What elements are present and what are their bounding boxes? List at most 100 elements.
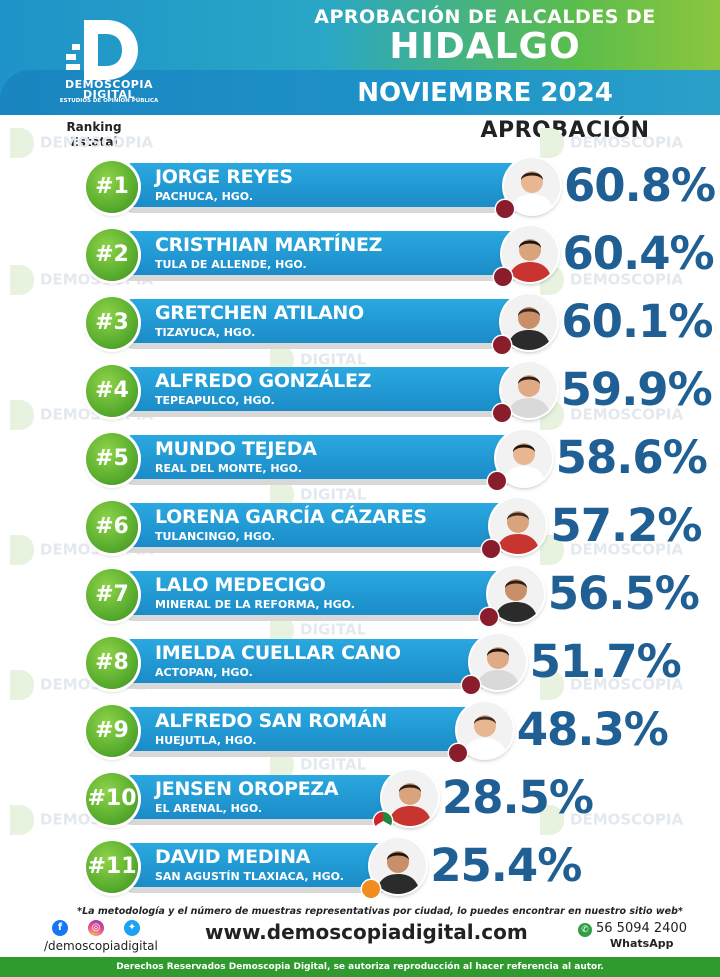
mayor-name: ALFREDO SAN ROMÁN [155,710,388,732]
ranking-row: #8 IMELDA CUELLAR CANO ACTOPAN, HGO. 51.7% [0,634,720,694]
whatsapp-label: WhatsApp [610,937,674,950]
methodology-note: *La metodología y el número de muestras … [77,906,683,917]
approval-bar [128,163,522,207]
mayor-name: LORENA GARCÍA CÁZARES [155,506,427,528]
approval-value-label: 51.7% [529,635,682,688]
bar-shadow [128,547,505,553]
rank-badge: #3 [86,297,138,349]
ranking-row: #11 DAVID MEDINA SAN AGUSTÍN TLAXIACA, HGO… [0,838,720,898]
instagram-icon[interactable]: ◎ [88,920,104,936]
approval-value-label: 60.4% [562,227,714,280]
ranking-row: #5 MUNDO TEJEDA REAL DEL MONTE, HGO. 58.6% [0,430,720,490]
approval-value-label: 25.4% [430,839,582,892]
approval-value-label: 56.5% [547,567,700,620]
party-logo-icon [461,676,480,694]
header-band [0,70,720,115]
watermark-text: DEMOSCOPIA [570,540,684,559]
municipality: SAN AGUSTÍN TLAXIACA, HGO. [155,870,344,883]
twitter-icon[interactable]: ✦ [124,920,140,936]
approval-value-label: 28.5% [441,771,594,824]
municipality: TIZAYUCA, HGO. [155,326,256,339]
ranking-row: #4 ALFREDO GONZÁLEZ TEPEAPULCO, HGO. 59.9% [0,362,720,422]
logo-tagline: ESTUDIOS DE OPINIÓN PÚBLICA [59,98,159,104]
approval-bar [128,571,506,615]
watermark-text: DIGITAL [300,350,367,369]
rank-badge: #5 [86,433,138,485]
mayor-name: DAVID MEDINA [155,846,311,868]
ranking-row: #2 CRISTHIAN MARTÍNEZ TULA DE ALLENDE, HGO… [0,226,720,286]
watermark: DEMOSCOPIA [540,535,683,565]
municipality: TULA DE ALLENDE, HGO. [155,258,307,271]
watermark: DEMOSCOPIA [540,400,683,430]
mayor-name: LALO MEDECIGO [155,574,326,596]
watermark: DEMOSCOPIA [540,128,683,158]
approval-column-label: APROBACIÓN [480,118,650,143]
approval-bar [128,503,509,547]
municipality: TEPEAPULCO, HGO. [155,394,275,407]
approval-bar [128,639,488,683]
ranking-row: #10 JENSEN OROPEZA EL ARENAL, HGO. 28.5% [0,770,720,830]
phone-number[interactable]: 56 5094 2400 [596,921,687,936]
bar-shadow [128,751,471,757]
whatsapp-icon: ✆ [578,923,592,937]
bar-shadow [128,887,385,893]
municipality: MINERAL DE LA REFORMA, HGO. [155,598,355,611]
watermark-text: DEMOSCOPIA [570,270,684,289]
mayor-photo [495,430,552,486]
watermark-text: DEMOSCOPIA [570,675,684,694]
mayor-name: MUNDO TEJEDA [155,438,317,460]
municipality: HUEJUTLA, HGO. [155,734,257,747]
social-handle[interactable]: /demoscopiadigital [44,939,158,953]
municipality: EL ARENAL, HGO. [155,802,263,815]
mayor-photo [502,226,559,282]
ranking-column-label: Ranking Estatal [66,120,122,149]
approval-bar [128,299,520,343]
mayor-photo [490,498,547,554]
rank-badge: #2 [86,229,138,281]
approval-value-label: 60.1% [561,295,713,348]
approval-value-label: 60.8% [564,159,716,212]
approval-value-label: 58.6% [555,431,708,484]
mayor-name: CRISTHIAN MARTÍNEZ [155,234,383,256]
mayor-name: JENSEN OROPEZA [155,778,339,800]
watermark: DEMOSCOPIA [10,535,153,565]
watermark-text: DEMOSCOPIA [570,133,684,152]
party-logo-icon [479,608,498,626]
rank-badge: #8 [86,637,138,689]
watermark: DEMOSCOPIA [540,670,683,700]
mayor-photo [370,838,427,894]
logo-wordmark: DEMOSCOPIA DIGITAL [65,78,153,101]
ranking-row: #6 LORENA GARCÍA CÁZARES TULANCINGO, HGO. 5… [0,498,720,558]
approval-bar [128,775,400,819]
bar-shadow [128,479,510,485]
municipality: REAL DEL MONTE, HGO. [155,462,302,475]
rank-badge: #10 [86,773,138,825]
watermark-text: DEMOSCOPIA [570,405,684,424]
mayor-name: ALFREDO GONZÁLEZ [155,370,372,392]
watermark-text: DIGITAL [300,755,367,774]
header-title-state: HIDALGO [389,26,581,67]
approval-value-label: 59.9% [560,363,713,416]
party-logo-icon [373,812,392,830]
party-logo-icon [362,880,381,898]
watermark: DEMOSCOPIA [10,128,153,158]
party-logo-icon [492,404,511,422]
municipality: TULANCINGO, HGO. [155,530,276,543]
facebook-icon[interactable]: f [52,920,68,936]
copyright-bar: Derechos Reservados Demoscopia Digital, … [0,957,720,977]
mayor-photo [501,294,558,350]
website-link[interactable]: www.demoscopiadigital.com [205,920,528,944]
municipality: ACTOPAN, HGO. [155,666,253,679]
approval-value-label: 57.2% [550,499,702,552]
municipality: PACHUCA, HGO. [155,190,254,203]
party-logo-icon [496,200,514,218]
rank-badge: #7 [86,569,138,621]
watermark-text: DEMOSCOPIA [40,133,154,152]
bar-shadow [128,615,502,621]
bar-shadow [128,207,518,213]
header-date: NOVIEMBRE 2024 [357,78,613,108]
rank-badge: #1 [86,161,138,213]
watermark-text: DEMOSCOPIA [570,810,684,829]
rank-badge: #4 [86,365,138,417]
mayor-name: IMELDA CUELLAR CANO [155,642,401,664]
